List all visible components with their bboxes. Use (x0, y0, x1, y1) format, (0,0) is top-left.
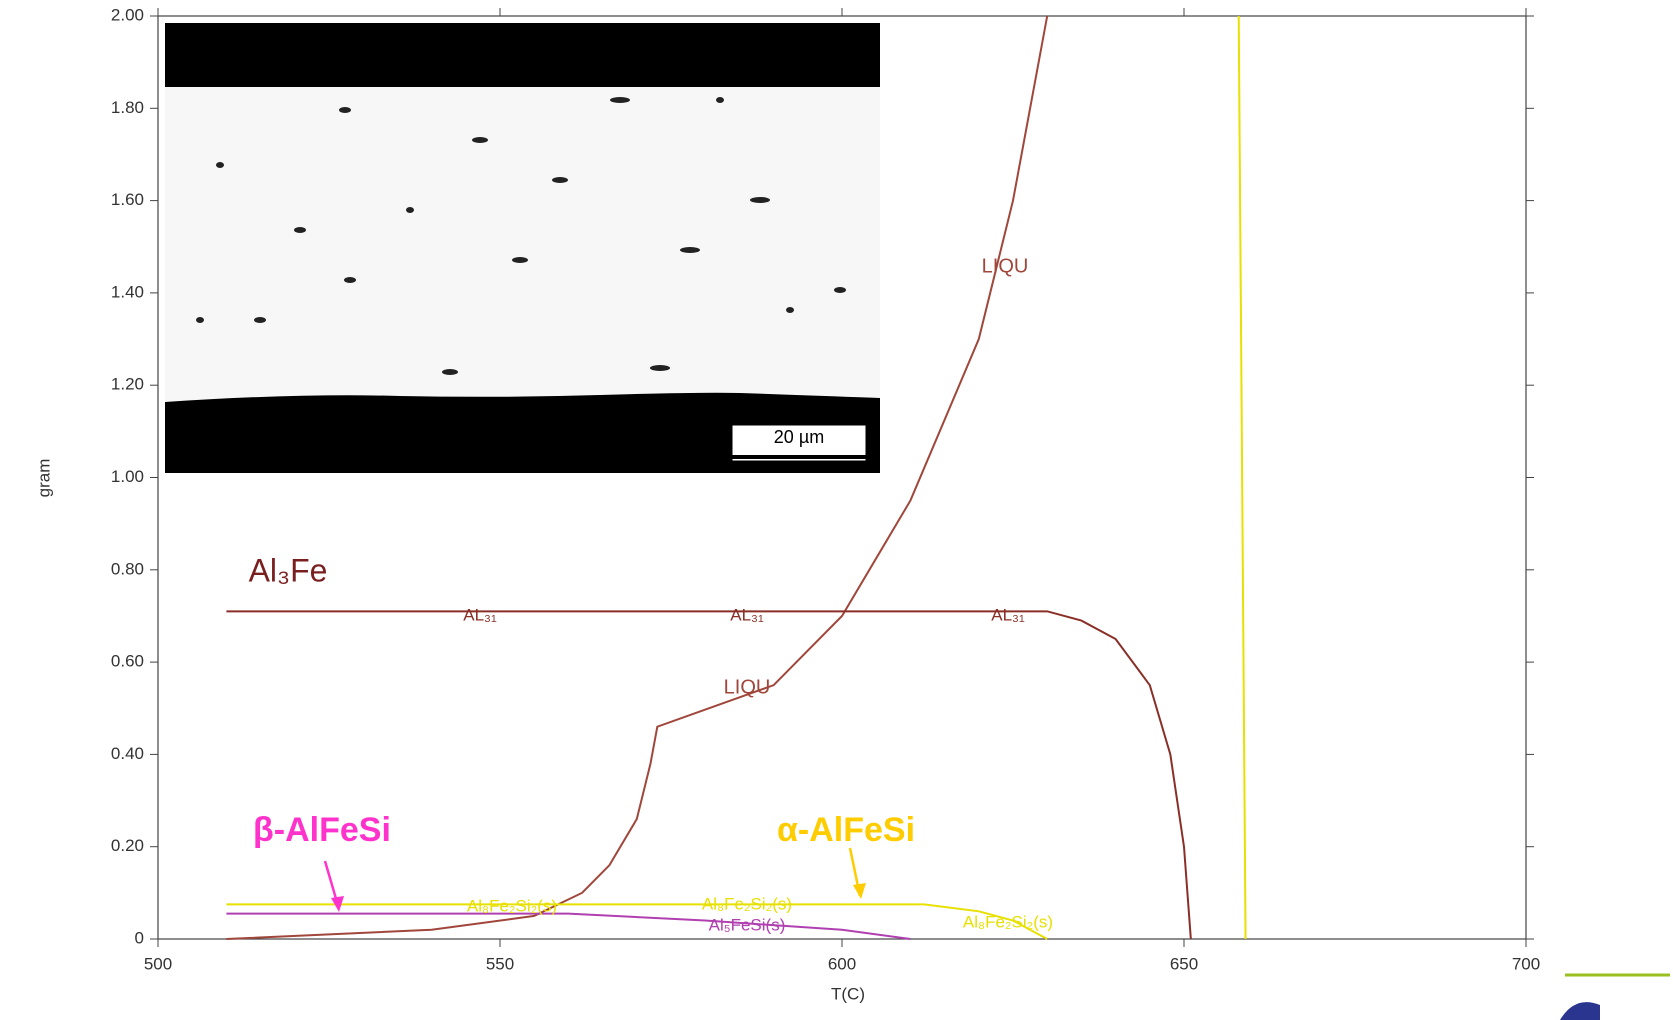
annotation: Al₅FeSi(s) (709, 915, 786, 934)
y-tick-label: 1.00 (111, 467, 144, 486)
inset-particle (196, 317, 204, 323)
x-tick-label: 600 (828, 954, 856, 973)
annotation: Al₃Fe (249, 552, 328, 588)
annotation: LIQU (724, 676, 771, 698)
scale-bar-label: 20 µm (774, 427, 824, 447)
y-tick-label: 1.20 (111, 375, 144, 394)
chart: T(C) gram 0 0.20 0.40 0.60 0.80 1.00 1.20 1.40 1… (0, 0, 1673, 1020)
y-tick-label: 2.00 (111, 5, 144, 24)
inset-particle (786, 307, 794, 313)
annotation: AL₃₁ (463, 605, 497, 624)
inset-particle (344, 277, 356, 283)
annotation: β-AlFeSi (253, 811, 391, 849)
inset-particle (406, 207, 414, 213)
inset-sample (165, 87, 880, 402)
annotation: Al₈Fe₂Si₂(s) (963, 912, 1053, 931)
y-tick-label: 0.80 (111, 559, 144, 578)
x-axis-label: T(C) (831, 984, 865, 1003)
y-tick-label: 0.60 (111, 652, 144, 671)
inset-particle (512, 257, 528, 263)
inset-particle (610, 97, 630, 103)
inset-particle (834, 287, 846, 293)
x-tick-label: 550 (486, 954, 514, 973)
annotation: LIQU (982, 255, 1029, 277)
y-axis-label: gram (34, 459, 53, 498)
x-tick-label: 650 (1170, 954, 1198, 973)
annotation: AL₃₁ (991, 605, 1025, 624)
x-tick-label: 700 (1512, 954, 1540, 973)
inset-particle (442, 369, 458, 375)
y-tick-label: 0.20 (111, 836, 144, 855)
y-tick-label: 1.60 (111, 190, 144, 209)
inset-particle (750, 197, 770, 203)
annotation: Al₈Fe₂Si₂(s) (467, 896, 557, 915)
annotation: AL₃₁ (730, 605, 764, 624)
inset-particle (472, 137, 488, 143)
inset-particle (680, 247, 700, 253)
inset-particle (216, 162, 224, 168)
y-tick-label: 1.40 (111, 282, 144, 301)
inset-particle (650, 365, 670, 371)
inset-particle (294, 227, 306, 233)
inset-particle (716, 97, 724, 103)
inset-particle (339, 107, 351, 113)
y-tick-label: 1.80 (111, 98, 144, 117)
inset-particle (254, 317, 266, 323)
y-tick-label: 0.40 (111, 744, 144, 763)
annotation: Al₈Fe₂Si₂(s) (702, 894, 792, 913)
inset-particle (552, 177, 568, 183)
y-tick-label: 0 (135, 928, 144, 947)
x-tick-label: 500 (144, 954, 172, 973)
annotation: α-AlFeSi (777, 811, 915, 849)
